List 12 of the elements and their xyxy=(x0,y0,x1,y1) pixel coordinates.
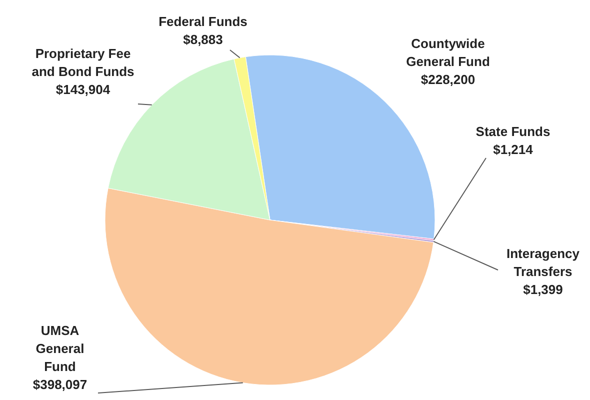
data-label: $1,214 xyxy=(493,142,534,157)
data-label: $8,883 xyxy=(183,32,223,47)
data-label: $143,904 xyxy=(56,82,111,97)
slice-label: UMSA General Fund xyxy=(36,323,84,374)
data-label: $1,399 xyxy=(523,282,563,297)
slice-label: Interagency Transfers xyxy=(506,246,580,279)
slice-label: Proprietary Fee and Bond Funds xyxy=(32,46,134,79)
slice-label: State Funds xyxy=(476,124,550,139)
slice-label: Countywide General Fund xyxy=(406,36,490,69)
data-label: $228,200 xyxy=(420,72,476,87)
data-label: $398,097 xyxy=(32,377,88,392)
slice-label: Federal Funds xyxy=(158,14,248,29)
